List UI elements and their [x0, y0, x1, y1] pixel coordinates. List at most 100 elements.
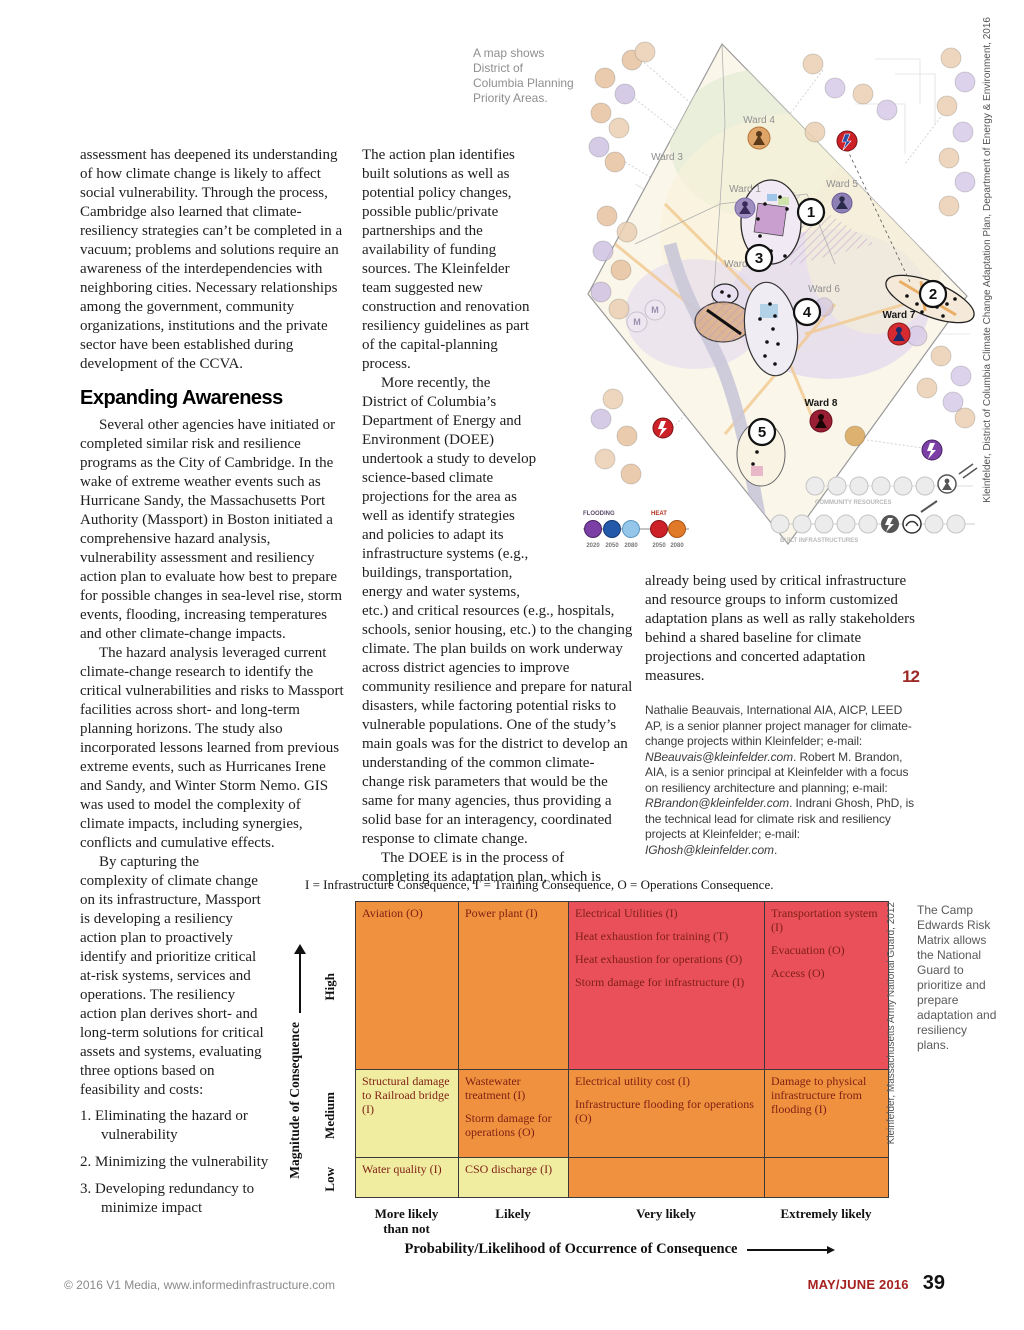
bio-text: . Robert M. Brandon, AIA, is a senior pr… [645, 749, 909, 795]
community-resources-row: COMMUNITY RESOURCES [805, 463, 978, 506]
matrix-cell-high-2: Power plant (I) [459, 902, 569, 1070]
bio-email: RBrandon@kleinfelder.com [645, 796, 790, 810]
matrix-credit: Kleinfelder, Massachusetts Army National… [886, 901, 897, 1146]
list-text: Developing redundancy to minimize impact [95, 1181, 255, 1216]
y-tick-high: High [322, 903, 338, 1071]
matrix-item: Aviation (O) [362, 906, 423, 920]
bio-email: NBeauvais@kleinfelder.com [645, 749, 793, 764]
priority-3: 3 [755, 250, 763, 267]
x-tick: Extremely likely [780, 1206, 872, 1221]
ward-7-label: Ward 7 [883, 310, 916, 321]
list-number: 2. [80, 1154, 92, 1170]
bio-email: IGhosh@kleinfelder.com [645, 842, 774, 857]
heat-year-2080: 2080 [670, 543, 684, 549]
article-paragraph: By capturing the complexity of climate c… [80, 854, 264, 1098]
matrix-item: Electrical Utilities (I) [575, 906, 678, 920]
x-axis-label-text: Probability/Likelihood of Occurrence of … [404, 1241, 738, 1257]
matrix-cell-medium-3: Electrical utility cost (I) Infrastructu… [569, 1070, 765, 1158]
matrix-item: CSO discharge (I) [465, 1162, 553, 1176]
flood-year-2020: 2020 [586, 543, 600, 549]
matrix-item: Electrical utility cost (I) [575, 1074, 690, 1088]
paragraph-text: already being used by critical infrastru… [645, 573, 915, 684]
article-paragraph: The hazard analysis leveraged current cl… [80, 645, 344, 851]
priority-4: 4 [803, 304, 812, 321]
matrix-cell-high-4: Transportation system (I) Evacuation (O)… [765, 902, 889, 1070]
matrix-caption: The Camp Edwards Risk Matrix allows the … [917, 903, 997, 1052]
list-item: 3. Developing redundancy to minimize imp… [80, 1180, 348, 1218]
hazard-icons [652, 130, 943, 461]
built-infrastructures-label: BUILT INFRASTRUCTURES [780, 538, 858, 544]
list-item: 2. Minimizing the vulnerability [80, 1153, 348, 1172]
matrix-item: Storm damage for operations (O) [465, 1111, 552, 1139]
list-text: Minimizing the vulnerability [95, 1154, 269, 1170]
bio-text: Nathalie Beauvais, International AIA, AI… [645, 703, 912, 748]
matrix-key-line: I = Infrastructure Consequence, T = Trai… [305, 877, 774, 892]
community-resources-label: COMMUNITY RESOURCES [815, 500, 892, 506]
x-axis-arrow [747, 1248, 828, 1251]
dc-map-svg: M M Ward 4 Ward 3 Ward 1 Ward 5 [583, 41, 978, 549]
ward-4-label: Ward 4 [743, 115, 775, 126]
section-heading: Expanding Awareness [80, 387, 283, 409]
y-tick-text: Medium [322, 1091, 337, 1139]
map-legend: FLOODING HEAT 2020 2050 2080 2050 2080 [583, 511, 689, 549]
article-paragraph: The DOEE is in the process of completing… [362, 850, 602, 885]
y-axis-arrowhead [294, 944, 306, 954]
list-text: Eliminating the hazard or vulnerability [95, 1108, 248, 1143]
heat-year-2050: 2050 [652, 543, 666, 549]
article-column-3: already being used by critical infrastru… [645, 572, 920, 858]
matrix-item: Water quality (I) [362, 1162, 442, 1176]
matrix-credit-text: Kleinfelder, Massachusetts Army National… [886, 902, 897, 1145]
built-infrastructures-row: BUILT INFRASTRUCTURES [770, 500, 975, 544]
matrix-item: Storm damage for infrastructure (I) [575, 975, 745, 989]
matrix-cell-medium-4: Damage to physical infrastructure from f… [765, 1070, 889, 1158]
matrix-cell-low-4 [765, 1158, 889, 1198]
priority-2: 2 [929, 286, 937, 303]
end-of-article-mark: 12 [902, 667, 920, 686]
matrix-cell-low-2: CSO discharge (I) [459, 1158, 569, 1198]
y-axis-arrow [299, 953, 301, 1013]
ward-6-label: Ward 6 [808, 284, 840, 295]
footer-issue: MAY/JUNE 2016 [807, 1277, 909, 1292]
x-tick-row: More likely than not Likely Very likely … [355, 1206, 888, 1236]
footer-page-number: 39 [922, 1272, 945, 1294]
matrix-item: Evacuation (O) [771, 943, 845, 957]
ward-labels: Ward 4 Ward 3 Ward 1 Ward 5 Ward 2 Ward … [651, 115, 916, 433]
article-column-1: assessment has deepened its understandin… [80, 146, 348, 1243]
bio-text: . [773, 842, 778, 857]
map-credit: Kleinfelder, District of Columbia Climat… [982, 12, 993, 508]
priority-number-markers: 1 2 3 4 5 [744, 197, 948, 447]
matrix-item: Structural damage to Railroad bridge (I) [362, 1074, 450, 1116]
options-list: 1. Eliminating the hazard or vulnerabili… [80, 1107, 348, 1218]
resource-icons [588, 41, 976, 485]
article-paragraph: assessment has deepened its understandin… [80, 147, 343, 372]
priority-1: 1 [807, 204, 815, 221]
matrix-cell-high-3: Electrical Utilities (I) Heat exhaustion… [569, 902, 765, 1070]
ward-2-label: Ward 2 [724, 259, 756, 270]
risk-matrix-grid: Aviation (O) Power plant (I) Electrical … [355, 901, 889, 1198]
article-paragraph: More recently, the District of Columbia’… [362, 375, 633, 847]
y-tick-low: Low [322, 1159, 338, 1199]
metro-icon: M [633, 317, 641, 327]
y-tick-text: High [322, 973, 337, 1001]
matrix-item: Wastewater treatment (I) [465, 1074, 526, 1102]
flooding-legend-label: FLOODING [583, 511, 615, 517]
priority-areas [694, 148, 975, 487]
ward-8-label: Ward 8 [805, 398, 838, 409]
footer-copyright: © 2016 V1 Media, www.informedinfrastruct… [64, 1278, 335, 1292]
x-tick: Likely [495, 1206, 531, 1221]
article-paragraph: The action plan identifies built solutio… [362, 147, 530, 372]
flood-year-2080: 2080 [624, 543, 638, 549]
matrix-item: Power plant (I) [465, 906, 538, 920]
footer-right: MAY/JUNE 2016 39 [700, 1272, 945, 1295]
matrix-item: Heat exhaustion for training (T) [575, 929, 729, 943]
bio-text: . Indrani Ghosh, PhD, is the technical l… [645, 796, 915, 841]
x-axis-arrowhead [827, 1245, 836, 1254]
matrix-item: Heat exhaustion for operations (O) [575, 952, 743, 966]
priority-5: 5 [758, 424, 766, 441]
ward-5-label: Ward 5 [826, 179, 858, 190]
y-axis-label: Magnitude of Consequence [286, 1014, 304, 1186]
y-tick-medium: Medium [322, 1071, 338, 1159]
heat-legend-label: HEAT [651, 511, 667, 517]
author-bio: Nathalie Beauvais, International AIA, AI… [645, 703, 919, 858]
matrix-cell-medium-2: Wastewater treatment (I) Storm damage fo… [459, 1070, 569, 1158]
